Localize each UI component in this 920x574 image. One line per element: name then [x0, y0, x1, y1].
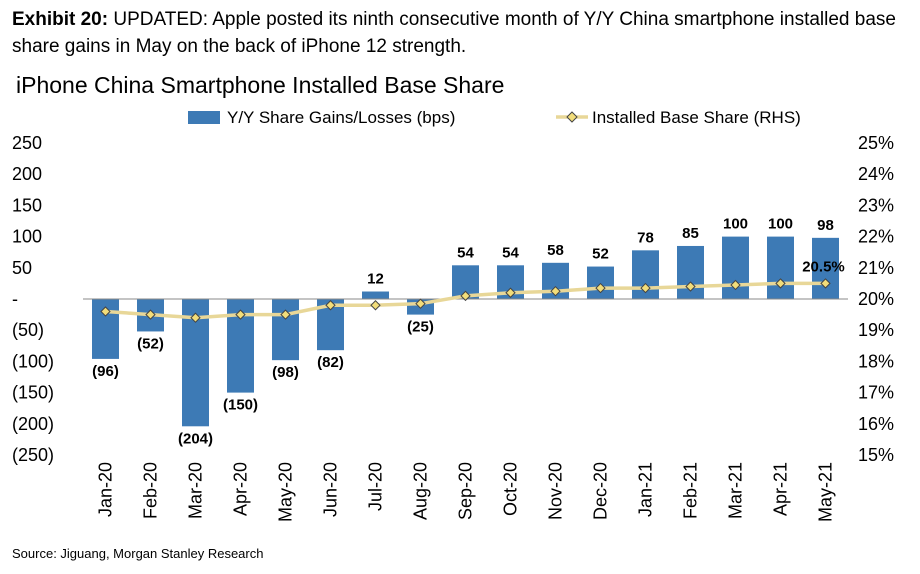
y-right-tick-label: 21%: [858, 258, 894, 278]
y-left-tick-label: -: [12, 289, 18, 309]
x-tick-label: Jul-20: [366, 462, 386, 511]
x-tick-label: Jan-20: [96, 462, 116, 517]
y-left-tick-label: (200): [12, 414, 54, 434]
y-right-tick-label: 25%: [858, 133, 894, 153]
bar-data-label: (98): [272, 364, 299, 381]
bar: [767, 236, 794, 299]
y-left-tick-label: 100: [12, 227, 42, 247]
y-left-tick-label: (150): [12, 383, 54, 403]
legend-marker: [566, 111, 578, 123]
bar-data-label: 78: [637, 229, 654, 246]
exhibit-text: UPDATED: Apple posted its ninth consecut…: [12, 9, 896, 57]
legend-label-bars: Y/Y Share Gains/Losses (bps): [227, 108, 455, 127]
y-left-tick-label: (100): [12, 351, 54, 371]
y-left-tick-label: (50): [12, 320, 44, 340]
y-left-tick-label: 150: [12, 195, 42, 215]
x-tick-label: May-20: [276, 462, 296, 522]
y-right-tick-label: 22%: [858, 227, 894, 247]
x-tick-label: Oct-20: [501, 462, 521, 516]
x-tick-label: Nov-20: [546, 462, 566, 520]
legend-swatch-bars: [188, 111, 220, 124]
source-note: Source: Jiguang, Morgan Stanley Research: [12, 546, 264, 561]
bar: [362, 291, 389, 299]
bar-data-label: 54: [457, 244, 474, 261]
bar-data-label: (25): [407, 319, 434, 336]
x-tick-label: Mar-21: [726, 462, 746, 519]
bar-data-label: (204): [178, 430, 213, 447]
x-tick-label: Sep-20: [456, 462, 476, 520]
y-left-tick-label: 250: [12, 133, 42, 153]
x-tick-label: Aug-20: [411, 462, 431, 520]
y-left-tick-label: (250): [12, 445, 54, 465]
line-marker: [505, 287, 516, 298]
line-marker: [685, 281, 696, 292]
y-right-tick-label: 16%: [858, 414, 894, 434]
bar-data-label: 58: [547, 242, 564, 259]
bar-data-label: 100: [768, 216, 793, 233]
y-left-tick-label: 200: [12, 164, 42, 184]
bar-data-label: 85: [682, 225, 699, 242]
x-tick-label: Feb-20: [141, 462, 161, 519]
y-right-tick-label: 24%: [858, 164, 894, 184]
x-tick-label: Dec-20: [591, 462, 611, 520]
bar-data-label: 98: [817, 217, 834, 234]
x-tick-label: Apr-20: [231, 462, 251, 516]
y-right-tick-label: 15%: [858, 445, 894, 465]
bar-data-label: (82): [317, 354, 344, 371]
exhibit-label: Exhibit 20:: [12, 9, 109, 30]
line-marker: [415, 298, 426, 309]
bar: [812, 237, 839, 299]
x-tick-label: Jan-21: [636, 462, 656, 517]
x-tick-label: Apr-21: [771, 462, 791, 516]
line-marker: [460, 290, 471, 302]
line-marker: [100, 306, 111, 317]
bar-data-label: 100: [723, 216, 748, 233]
bar-data-label: 54: [502, 244, 519, 261]
line-marker: [280, 309, 291, 320]
line-marker: [370, 300, 381, 311]
line-marker: [775, 278, 786, 289]
bar-data-label: (96): [92, 363, 119, 380]
line-marker: [325, 300, 336, 311]
chart-title: iPhone China Smartphone Installed Base S…: [16, 72, 505, 98]
y-right-tick-label: 19%: [858, 320, 894, 340]
bar: [272, 299, 299, 361]
exhibit-caption: Exhibit 20: UPDATED: Apple posted its ni…: [12, 6, 912, 60]
line-data-label: 20.5%: [802, 258, 845, 275]
line-marker: [145, 309, 156, 320]
bar: [587, 266, 614, 299]
x-tick-label: Feb-21: [681, 462, 701, 519]
line-marker: [190, 312, 201, 323]
legend-label-line: Installed Base Share (RHS): [592, 108, 801, 127]
line-marker: [235, 309, 246, 320]
line-marker: [820, 278, 831, 289]
y-left-tick-label: 50: [12, 258, 32, 278]
line-marker: [640, 282, 651, 294]
y-right-tick-label: 17%: [858, 383, 894, 403]
line-marker: [550, 285, 561, 297]
y-right-tick-label: 23%: [858, 195, 894, 215]
line-marker: [730, 279, 741, 291]
y-right-tick-label: 18%: [858, 351, 894, 371]
y-right-tick-label: 20%: [858, 289, 894, 309]
bar-data-label: (150): [223, 397, 258, 414]
bar-data-label: (52): [137, 335, 164, 352]
x-tick-label: May-21: [816, 462, 836, 522]
x-tick-label: Mar-20: [186, 462, 206, 519]
line-marker: [595, 282, 606, 294]
bar-data-label: 52: [592, 246, 609, 263]
bar-data-label: 12: [367, 271, 384, 288]
x-tick-label: Jun-20: [321, 462, 341, 517]
